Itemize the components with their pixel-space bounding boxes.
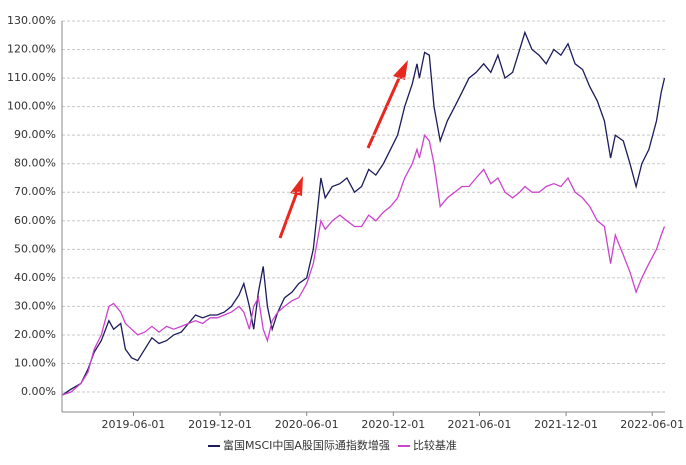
- x-tick-label: 2019-12-01: [188, 418, 252, 431]
- y-tick-label: 90.00%: [14, 128, 56, 141]
- y-tick-label: 100.00%: [7, 100, 56, 113]
- legend-label: 富国MSCI中国A股国际通指数增强: [223, 438, 390, 452]
- y-tick-label: 30.00%: [14, 299, 56, 312]
- x-tick-label: 2022-06-01: [620, 418, 684, 431]
- arrow-head: [290, 176, 303, 196]
- x-tick-label: 2020-06-01: [275, 418, 339, 431]
- y-tick-label: 70.00%: [14, 185, 56, 198]
- legend: 富国MSCI中国A股国际通指数增强 比较基准: [208, 438, 457, 452]
- y-tick-label: 0.00%: [21, 385, 56, 398]
- y-tick-label: 80.00%: [14, 157, 56, 170]
- legend-label: 比较基准: [413, 438, 457, 452]
- y-tick-label: 120.00%: [7, 43, 56, 56]
- x-tick-label: 2019-06-01: [102, 418, 166, 431]
- y-tick-label: 110.00%: [7, 71, 56, 84]
- series-line: [62, 133, 666, 396]
- y-tick-label: 60.00%: [14, 214, 56, 227]
- x-tick-label: 2021-06-01: [447, 418, 511, 431]
- arrow-head: [393, 60, 408, 80]
- arrow-shaft: [278, 191, 299, 239]
- annotation-arrows: [278, 60, 408, 239]
- y-tick-label: 20.00%: [14, 328, 56, 341]
- y-tick-label: 40.00%: [14, 271, 56, 284]
- arrow-shaft: [366, 75, 402, 149]
- y-tick-label: 130.00%: [7, 14, 56, 27]
- x-tick-label: 2021-12-01: [534, 418, 598, 431]
- x-tick-label: 2020-12-01: [361, 418, 425, 431]
- y-tick-label: 10.00%: [14, 356, 56, 369]
- series-line: [62, 30, 666, 396]
- y-tick-label: 50.00%: [14, 242, 56, 255]
- plot-area: [62, 21, 665, 412]
